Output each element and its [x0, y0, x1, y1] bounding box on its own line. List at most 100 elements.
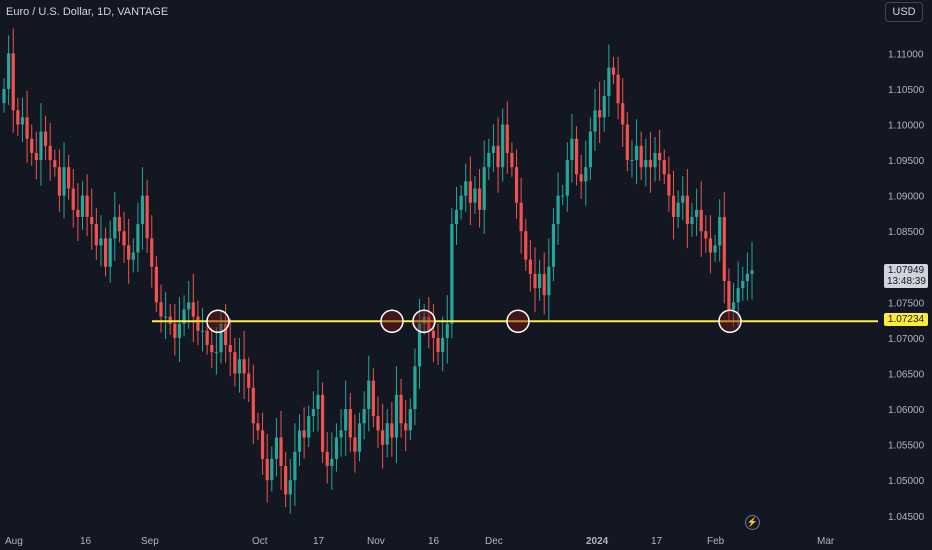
- candle-body: [556, 195, 560, 225]
- candle-body: [71, 188, 75, 210]
- candle-body: [482, 167, 486, 210]
- candle-body: [708, 238, 713, 253]
- candle-body: [164, 316, 168, 318]
- candle-body: [242, 359, 246, 374]
- candle-body: [168, 316, 172, 324]
- candle-body: [745, 273, 749, 282]
- candle-body: [533, 273, 537, 289]
- candle-body: [607, 67, 611, 97]
- candle-body: [62, 167, 66, 196]
- price-tick-label: 1.06000: [888, 405, 925, 416]
- time-tick-label: 16: [80, 536, 92, 547]
- candle-body: [191, 302, 195, 317]
- candle-body: [667, 174, 671, 196]
- candle-body: [39, 131, 43, 161]
- candle-body: [436, 337, 440, 353]
- candle-body: [307, 416, 311, 438]
- candle-body: [694, 209, 699, 217]
- touch-marker-circle: [506, 309, 530, 334]
- candle-body: [117, 216, 122, 232]
- candle-body: [736, 288, 740, 303]
- candle-body: [676, 202, 680, 217]
- candle-body: [53, 160, 57, 168]
- currency-button[interactable]: USD: [885, 2, 923, 22]
- candle-body: [265, 458, 269, 481]
- candle-body: [538, 273, 542, 289]
- candle-body: [16, 110, 20, 125]
- candle-body: [182, 309, 186, 324]
- candle-body: [127, 245, 131, 260]
- candle-body: [602, 96, 606, 118]
- candle-body: [510, 152, 514, 168]
- candle-body: [293, 451, 297, 481]
- candle-body: [621, 103, 625, 125]
- candle-body: [376, 416, 380, 431]
- candle-body: [330, 458, 334, 466]
- candle-body: [173, 323, 177, 338]
- candle-body: [90, 216, 94, 225]
- candle-body: [454, 209, 459, 225]
- candle-body: [122, 231, 126, 246]
- candle-body: [357, 423, 362, 452]
- candle-body: [371, 380, 375, 417]
- candle-body: [630, 160, 634, 162]
- time-tick-label: Sep: [141, 536, 159, 547]
- candle-body: [270, 458, 274, 481]
- candle-body: [588, 131, 592, 168]
- candle-body: [200, 330, 205, 332]
- candle-body: [491, 145, 496, 153]
- candle-body: [547, 266, 551, 296]
- candle-body: [228, 345, 232, 353]
- candle-body: [284, 465, 288, 495]
- candle-body: [320, 394, 325, 452]
- lightning-icon[interactable]: ⚡: [745, 515, 760, 530]
- candle-body: [639, 145, 643, 168]
- candle-body: [99, 238, 103, 246]
- candle-body: [551, 224, 556, 267]
- candle-body: [441, 337, 445, 353]
- candle-body: [30, 138, 34, 153]
- candle-body: [570, 138, 574, 161]
- candle-body: [648, 160, 653, 168]
- candle-body: [302, 430, 306, 438]
- touch-marker-circle: [380, 309, 404, 334]
- touch-marker-circle: [206, 309, 230, 334]
- candle-body: [316, 394, 320, 410]
- candle-body: [205, 330, 209, 346]
- candle-body: [450, 224, 454, 324]
- candle-body: [704, 231, 708, 239]
- time-tick-label: Aug: [5, 536, 23, 547]
- touch-marker-circle: [412, 309, 436, 334]
- candle-body: [20, 117, 25, 125]
- candle-body: [593, 110, 597, 132]
- candle-body: [108, 238, 112, 267]
- candle-body: [699, 209, 703, 232]
- candle-body: [34, 152, 38, 161]
- candle-body: [514, 167, 519, 203]
- candle-body: [644, 160, 648, 168]
- time-tick-label: 17: [313, 536, 325, 547]
- candle-body: [103, 238, 108, 267]
- candle-body: [422, 316, 426, 324]
- candle-body: [431, 330, 436, 338]
- time-axis[interactable]: Aug 16 Sep Oct 17 Nov 16 Dec 2024 17 Feb Mar: [5, 536, 835, 547]
- candle-body: [727, 281, 731, 310]
- candle-body: [616, 74, 620, 104]
- candle-body: [260, 430, 265, 459]
- candle-body: [417, 323, 422, 367]
- candle-body: [334, 437, 339, 459]
- candle-body: [662, 160, 666, 175]
- symbol-title[interactable]: Euro / U.S. Dollar, 1D, VANTAGE: [6, 6, 169, 18]
- candlestick-series: [2, 28, 754, 514]
- candle-body: [427, 316, 431, 331]
- candle-body: [524, 231, 528, 260]
- candle-body: [685, 195, 689, 225]
- price-tick-label: 1.07000: [888, 334, 925, 345]
- candle-body: [237, 359, 242, 374]
- time-tick-label: Dec: [485, 536, 503, 547]
- last-price-value: 1.07949: [887, 265, 925, 276]
- candle-body: [251, 387, 255, 424]
- candle-body: [67, 167, 71, 189]
- candle-body: [579, 174, 583, 182]
